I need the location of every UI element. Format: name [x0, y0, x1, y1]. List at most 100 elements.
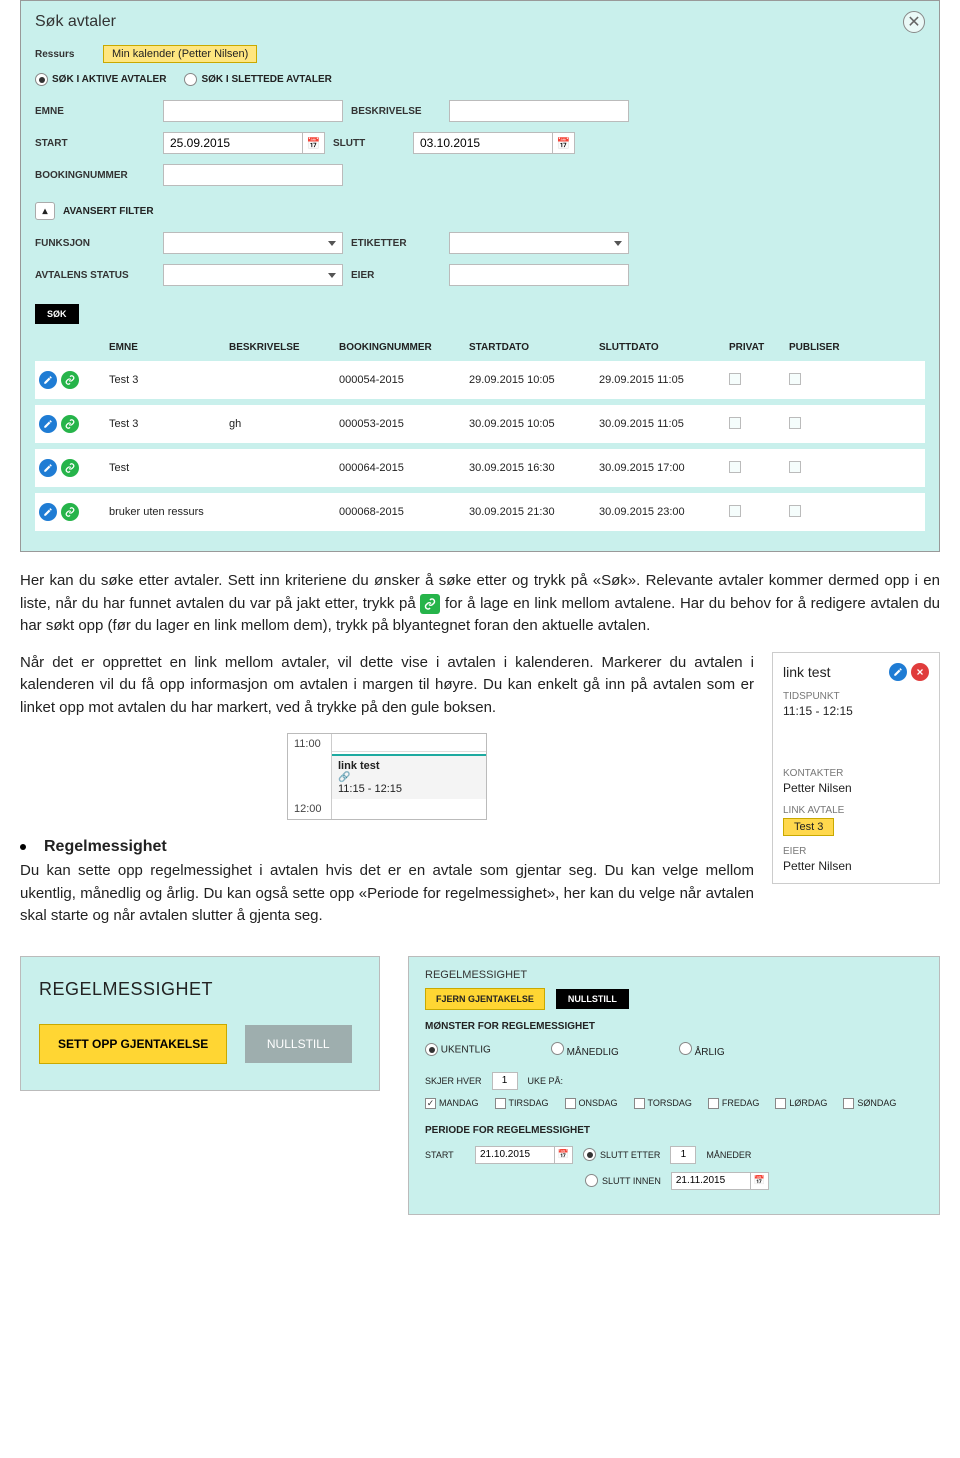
- day-tirsdag[interactable]: TIRSDAG: [495, 1098, 549, 1109]
- publiser-checkbox[interactable]: [789, 461, 801, 473]
- edit-icon[interactable]: [39, 459, 57, 477]
- publiser-checkbox[interactable]: [789, 373, 801, 385]
- beskrivelse-label: BESKRIVELSE: [351, 106, 441, 117]
- etiketter-label: ETIKETTER: [351, 238, 441, 249]
- privat-checkbox[interactable]: [729, 417, 741, 429]
- start-label: START: [35, 138, 155, 149]
- ressurs-value[interactable]: Min kalender (Petter Nilsen): [103, 45, 257, 63]
- cell-start: 30.09.2015 10:05: [469, 418, 599, 430]
- day-fredag[interactable]: FREDAG: [708, 1098, 760, 1109]
- status-label: AVTALENS STATUS: [35, 270, 155, 281]
- cell-emne: Test: [109, 462, 229, 474]
- privat-checkbox[interactable]: [729, 505, 741, 517]
- edit-icon[interactable]: [39, 371, 57, 389]
- table-row: Test 3 000054-201529.09.2015 10:0529.09.2…: [35, 361, 925, 399]
- day-sondag[interactable]: SØNDAG: [843, 1098, 896, 1109]
- calendar-snippet: 11:00 link test 🔗 11:15 - 12:15 12:00: [287, 733, 487, 820]
- privat-checkbox[interactable]: [729, 373, 741, 385]
- cell-start: 29.09.2015 10:05: [469, 374, 599, 386]
- side-title: link test: [783, 664, 830, 680]
- calendar-icon[interactable]: 📅: [555, 1146, 573, 1164]
- cell-start: 30.09.2015 16:30: [469, 462, 599, 474]
- delete-icon[interactable]: [911, 663, 929, 681]
- regelmessighet-box: REGELMESSIGHET SETT OPP GJENTAKELSE NULL…: [20, 956, 380, 1091]
- calendar-icon[interactable]: 📅: [303, 132, 325, 154]
- calendar-event[interactable]: link test 🔗 11:15 - 12:15: [332, 754, 486, 799]
- edit-icon[interactable]: [39, 415, 57, 433]
- radio-deleted[interactable]: SØK I SLETTEDE AVTALER: [184, 73, 331, 86]
- nullstill-button[interactable]: NULLSTILL: [245, 1025, 352, 1063]
- skjer-input[interactable]: [492, 1072, 518, 1090]
- chevron-up-icon: ▴: [35, 202, 55, 220]
- day-lordag[interactable]: LØRDAG: [775, 1098, 827, 1109]
- booking-input[interactable]: [163, 164, 343, 186]
- beskrivelse-input[interactable]: [449, 100, 629, 122]
- publiser-checkbox[interactable]: [789, 505, 801, 517]
- cell-emne: Test 3: [109, 418, 229, 430]
- slutt-etter-input[interactable]: [670, 1146, 696, 1164]
- appointment-side-card: link test TIDSPUNKT 11:15 - 12:15 KONTAK…: [772, 652, 940, 884]
- day-onsdag[interactable]: ONSDAG: [565, 1098, 618, 1109]
- radio-manedlig[interactable]: MÅNEDLIG: [551, 1042, 619, 1058]
- calendar-icon[interactable]: 📅: [751, 1172, 769, 1190]
- nullstill-mini-button[interactable]: NULLSTILL: [556, 989, 629, 1009]
- cell-emne: bruker uten ressurs: [109, 506, 229, 518]
- cell-slutt: 30.09.2015 11:05: [599, 418, 729, 430]
- cell-emne: Test 3: [109, 374, 229, 386]
- emne-input[interactable]: [163, 100, 343, 122]
- status-dropdown[interactable]: [163, 264, 343, 286]
- funksjon-label: FUNKSJON: [35, 238, 155, 249]
- table-row: Test 3gh000053-201530.09.2015 10:0530.09…: [35, 405, 925, 443]
- close-icon[interactable]: ✕: [903, 11, 925, 33]
- ressurs-label: Ressurs: [35, 49, 95, 60]
- slutt-input[interactable]: [413, 132, 553, 154]
- radio-ukentlig[interactable]: UKENTLIG: [425, 1043, 491, 1056]
- cell-booking: 000064-2015: [339, 462, 469, 474]
- edit-icon[interactable]: [39, 503, 57, 521]
- section-heading: Regelmessighet: [20, 838, 754, 856]
- radio-active[interactable]: SØK I AKTIVE AVTALER: [35, 73, 166, 86]
- slutt-innen-input[interactable]: [671, 1172, 751, 1190]
- link-icon[interactable]: [61, 371, 79, 389]
- etiketter-dropdown[interactable]: [449, 232, 629, 254]
- eier-label: EIER: [351, 270, 441, 281]
- link-avtale-chip[interactable]: Test 3: [783, 818, 834, 836]
- cell-slutt: 30.09.2015 17:00: [599, 462, 729, 474]
- fjern-button[interactable]: FJERN GJENTAKELSE: [425, 988, 545, 1010]
- privat-checkbox[interactable]: [729, 461, 741, 473]
- link-icon: [420, 594, 440, 614]
- day-mandag[interactable]: MANDAG: [425, 1098, 479, 1109]
- advanced-filter-toggle[interactable]: ▴ AVANSERT FILTER: [35, 202, 925, 220]
- eier-input[interactable]: [449, 264, 629, 286]
- cell-booking: 000054-2015: [339, 374, 469, 386]
- radio-slutt-etter[interactable]: SLUTT ETTER: [583, 1148, 660, 1161]
- period-start-input[interactable]: [475, 1146, 555, 1164]
- section-paragraph: Du kan sette opp regelmessighet i avtale…: [20, 860, 754, 928]
- link-icon[interactable]: [61, 503, 79, 521]
- table-row: bruker uten ressurs000068-201530.09.2015…: [35, 493, 925, 531]
- calendar-icon[interactable]: 📅: [553, 132, 575, 154]
- day-torsdag[interactable]: TORSDAG: [634, 1098, 692, 1109]
- search-panel: Søk avtaler ✕ Ressurs Min kalender (Pett…: [20, 0, 940, 552]
- cell-slutt: 29.09.2015 11:05: [599, 374, 729, 386]
- cell-slutt: 30.09.2015 23:00: [599, 506, 729, 518]
- link-icon[interactable]: [61, 459, 79, 477]
- funksjon-dropdown[interactable]: [163, 232, 343, 254]
- paragraph-1: Her kan du søke etter avtaler. Sett inn …: [20, 570, 940, 638]
- cell-booking: 000068-2015: [339, 506, 469, 518]
- panel-title: Søk avtaler: [35, 13, 116, 31]
- sett-opp-button[interactable]: SETT OPP GJENTAKELSE: [39, 1024, 227, 1064]
- cell-start: 30.09.2015 21:30: [469, 506, 599, 518]
- search-button[interactable]: SØK: [35, 304, 79, 324]
- edit-icon[interactable]: [889, 663, 907, 681]
- booking-label: BOOKINGNUMMER: [35, 170, 155, 181]
- radio-slutt-innen[interactable]: SLUTT INNEN: [585, 1174, 661, 1187]
- publiser-checkbox[interactable]: [789, 417, 801, 429]
- start-input[interactable]: [163, 132, 303, 154]
- paragraph-2: Når det er opprettet en link mellom avta…: [20, 652, 754, 720]
- radio-arlig[interactable]: ÅRLIG: [679, 1042, 725, 1058]
- link-icon[interactable]: [61, 415, 79, 433]
- results-header: EMNE BESKRIVELSE BOOKINGNUMMER STARTDATO…: [35, 334, 925, 361]
- search-mode-radios: SØK I AKTIVE AVTALER SØK I SLETTEDE AVTA…: [35, 73, 925, 86]
- cell-besk: gh: [229, 418, 339, 430]
